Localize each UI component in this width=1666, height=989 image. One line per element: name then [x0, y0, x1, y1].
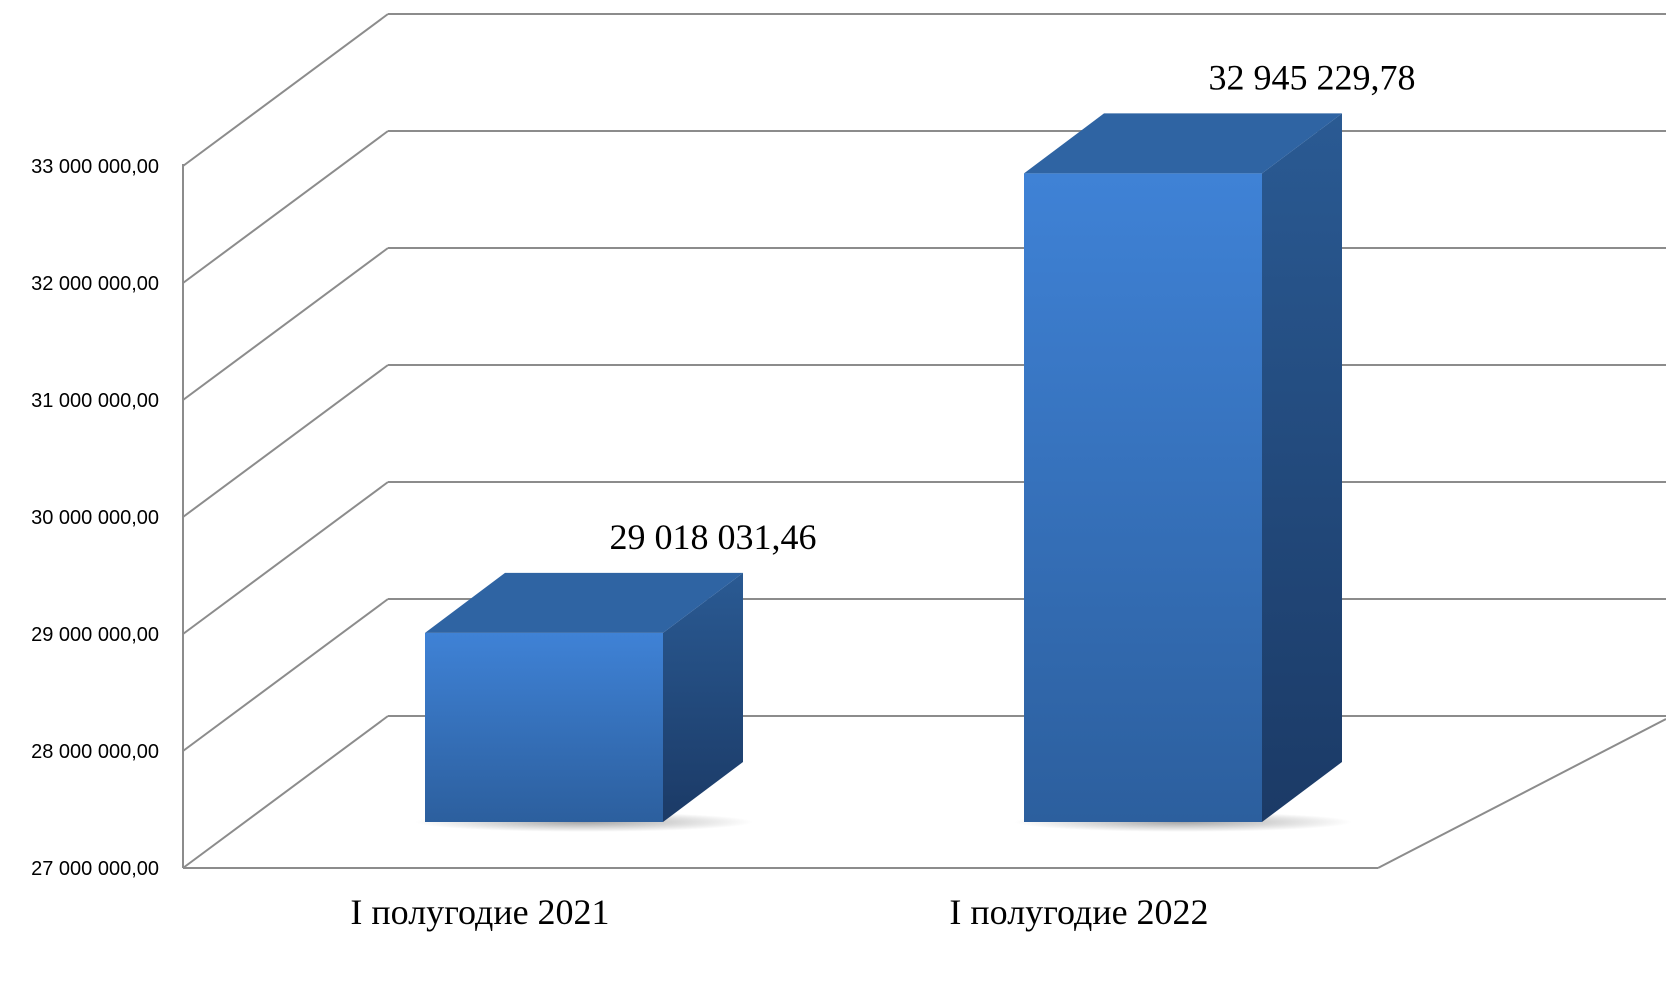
bar-side	[1262, 113, 1342, 822]
gridline-side-6	[182, 13, 389, 167]
gridline-side-2	[182, 481, 389, 635]
bar-top	[425, 572, 743, 633]
gridline-side-3	[182, 364, 389, 518]
gridline-side-0	[182, 715, 389, 869]
x-category-label: I полугодие 2022	[949, 892, 1208, 932]
bar-1	[1014, 113, 1352, 832]
bar-side	[663, 572, 743, 822]
bar-front	[425, 632, 663, 822]
gridline-side-1	[182, 598, 389, 752]
data-label: 29 018 031,46	[610, 517, 817, 557]
grid-layer	[182, 13, 1666, 869]
bars	[415, 113, 1352, 832]
gridline-side-5	[182, 130, 389, 284]
y-tick-label: 29 000 000,00	[31, 624, 159, 646]
y-tick-label: 32 000 000,00	[31, 273, 159, 295]
bar-0	[415, 572, 753, 832]
bar-front	[1024, 173, 1262, 823]
labels: 29 018 031,46 I полугодие 2021 32 945 229,…	[350, 57, 1415, 932]
data-label: 32 945 229,78	[1209, 57, 1416, 97]
y-tick-label: 31 000 000,00	[31, 390, 159, 412]
bar-top	[1024, 113, 1342, 174]
y-tick-label: 28 000 000,00	[31, 741, 159, 763]
x-category-label: I полугодие 2021	[350, 892, 609, 932]
y-tick-label: 30 000 000,00	[31, 507, 159, 529]
y-axis-ticks: 27 000 000,00 28 000 000,00 29 000 000,00 3…	[31, 156, 159, 880]
gridline-side-4	[182, 247, 389, 401]
floor-right-edge	[1377, 718, 1666, 869]
y-tick-label: 33 000 000,00	[31, 156, 159, 178]
y-tick-label: 27 000 000,00	[31, 858, 159, 880]
